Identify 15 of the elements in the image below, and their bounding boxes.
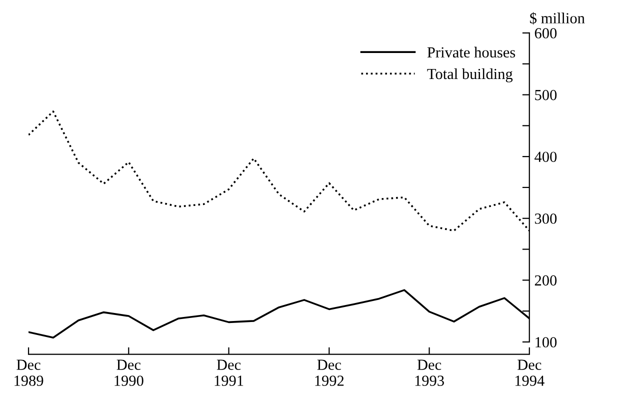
x-tick-label: Dec 1992 (315, 360, 344, 386)
y-tick-label: 200 (534, 275, 557, 286)
x-tick-label: Dec 1990 (114, 360, 144, 386)
y-tick-label: 300 (534, 214, 557, 224)
x-tick-label: Dec 1991 (214, 360, 244, 386)
y-axis-title: $ million (530, 12, 585, 24)
x-tick-label: Dec 1993 (415, 360, 444, 386)
x-tick-label: Dec 1989 (14, 360, 44, 386)
y-tick-label: 500 (535, 90, 557, 100)
y-tick-label: 600 (534, 28, 557, 38)
legend-label: Total building (427, 68, 513, 82)
legend-label: Private houses (427, 46, 516, 58)
y-tick-label: 400 (534, 152, 557, 162)
x-tick-label: Dec 1994 (515, 360, 544, 386)
y-tick-label: 100 (536, 337, 557, 348)
